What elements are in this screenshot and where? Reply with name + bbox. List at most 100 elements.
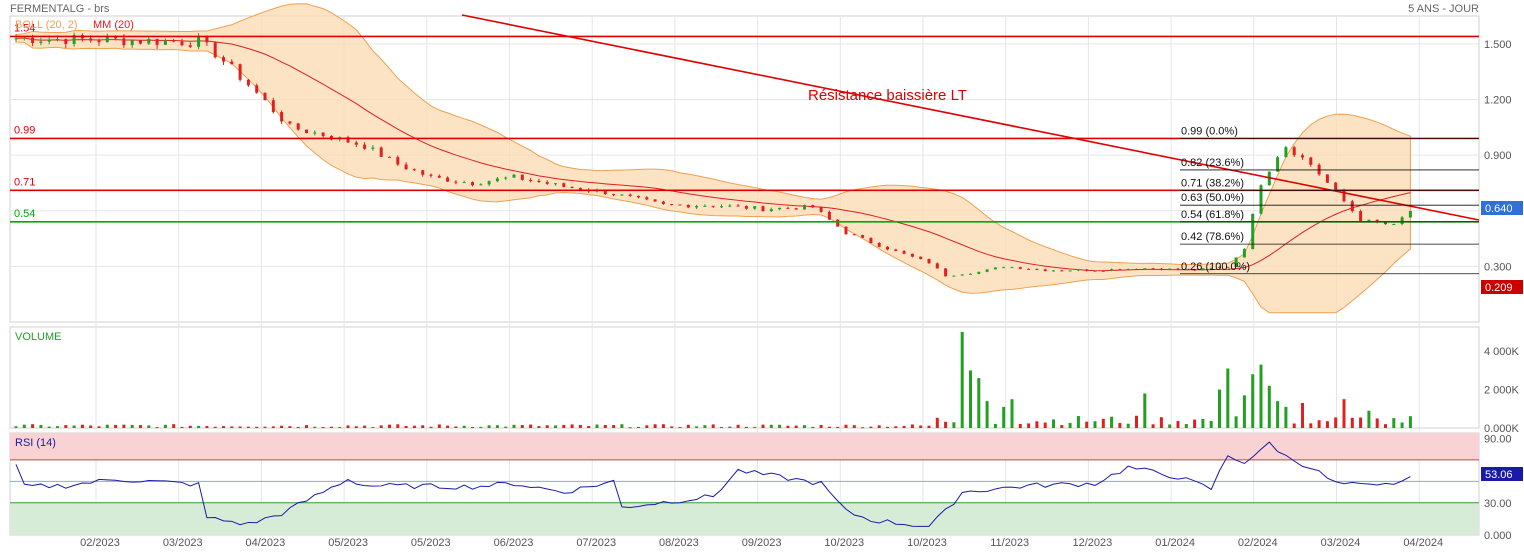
candle-body: [711, 205, 715, 207]
candle-body: [1218, 266, 1221, 268]
mm-legend: MM (20): [93, 19, 134, 31]
volume-bar: [1292, 423, 1296, 428]
volume-bar: [114, 424, 118, 428]
volume-bar: [1367, 410, 1371, 428]
volume-bar: [827, 426, 831, 428]
volume-bar: [1408, 416, 1412, 428]
candle-body: [869, 237, 873, 244]
volume-bar: [620, 424, 624, 428]
x-tick-label: 02/2023: [80, 537, 120, 549]
candle-body: [628, 194, 632, 196]
candle-body: [155, 38, 159, 45]
volume-bar: [645, 425, 649, 428]
candle-body: [1168, 268, 1172, 270]
volume-bar: [89, 425, 93, 428]
volume-bar: [910, 424, 914, 428]
volume-bar: [1259, 364, 1263, 428]
candle-body: [404, 164, 408, 170]
candle-body: [1118, 269, 1122, 271]
candle-body: [213, 42, 217, 58]
volume-bar: [1043, 422, 1047, 428]
volume-bar: [952, 422, 956, 428]
candle-body: [902, 250, 906, 254]
candle-body: [944, 268, 948, 277]
volume-bar: [346, 425, 350, 428]
candle-body: [47, 39, 51, 42]
volume-bar: [1209, 420, 1213, 428]
volume-bar: [769, 424, 773, 428]
low-price-tag: [1481, 280, 1523, 294]
volume-bar: [1101, 418, 1105, 428]
candle-body: [1085, 269, 1089, 271]
volume-bar: [22, 424, 26, 428]
candle-body: [1251, 213, 1255, 250]
volume-bar: [238, 426, 242, 428]
volume-bar: [172, 424, 176, 428]
x-tick-label: 05/2023: [328, 537, 368, 549]
candle-body: [861, 235, 865, 238]
candle-body: [446, 177, 450, 182]
volume-bar: [537, 426, 541, 428]
rsi-zones: [10, 433, 1479, 535]
volume-bar: [1085, 421, 1089, 428]
candle-body: [313, 132, 317, 134]
volume-bar: [271, 426, 275, 428]
candle-body: [1184, 269, 1188, 271]
volume-bar: [1218, 389, 1221, 428]
volume-bar: [1359, 417, 1363, 428]
volume-bar: [711, 424, 715, 428]
candle-body: [836, 219, 840, 227]
volume-bar: [462, 425, 466, 428]
volume-bar: [1060, 425, 1064, 428]
rsi-tick-label: 90.00: [1484, 433, 1512, 445]
candle-body: [1209, 267, 1213, 269]
volume-bar: [379, 425, 383, 428]
candle-body: [288, 121, 292, 124]
candle-body: [139, 40, 142, 44]
volume-bar: [1242, 395, 1246, 428]
volume-bar: [230, 426, 234, 428]
candle-body: [537, 180, 541, 183]
candle-body: [1035, 269, 1039, 271]
candle-body: [1151, 268, 1155, 270]
candle-body: [886, 246, 889, 250]
candle-body: [180, 41, 184, 46]
volume-bar: [487, 425, 491, 428]
volume-bar: [512, 424, 516, 428]
candle-body: [844, 226, 848, 235]
volume-bar: [894, 426, 898, 428]
volume-bar: [105, 424, 109, 428]
fibonacci-levels: 0.99 (0.0%) 0.82 (23.6%) 0.71 (38.2%) 0.63 …: [1180, 125, 1479, 275]
current-price-value: 0.640: [1485, 203, 1513, 215]
volume-bar: [1234, 416, 1238, 428]
candle-body: [1043, 269, 1047, 271]
volume-bar: [993, 423, 997, 428]
candle-body: [72, 35, 76, 44]
volume-tick-label: 4 000K: [1484, 346, 1520, 358]
volume-bar: [736, 424, 740, 428]
candle-body: [1027, 268, 1031, 270]
candle-body: [1010, 267, 1014, 269]
fib-label: 0.54 (61.8%): [1181, 209, 1244, 221]
volume-bar: [811, 426, 815, 428]
volume-bar: [31, 424, 35, 428]
rsi-current-tag: [1481, 467, 1523, 481]
volume-bar: [944, 421, 948, 428]
volume-bar: [529, 424, 533, 428]
x-tick-label: 01/2024: [1155, 537, 1195, 549]
volume-bar: [554, 425, 557, 428]
volume-bar: [1018, 423, 1022, 428]
volume-bar: [703, 425, 707, 428]
candle-body: [1325, 174, 1329, 183]
price-tick-label: 1.500: [1484, 39, 1512, 51]
candle-body: [147, 38, 151, 44]
rsi-tick-label: 0.000: [1484, 530, 1512, 542]
rsi-line: [15, 441, 1411, 527]
volume-bar: [263, 426, 267, 428]
volume-bar: [1151, 424, 1155, 428]
candle-body: [512, 174, 516, 178]
candle-body: [479, 184, 483, 186]
candle-body: [487, 181, 491, 185]
volume-bar: [504, 426, 508, 428]
